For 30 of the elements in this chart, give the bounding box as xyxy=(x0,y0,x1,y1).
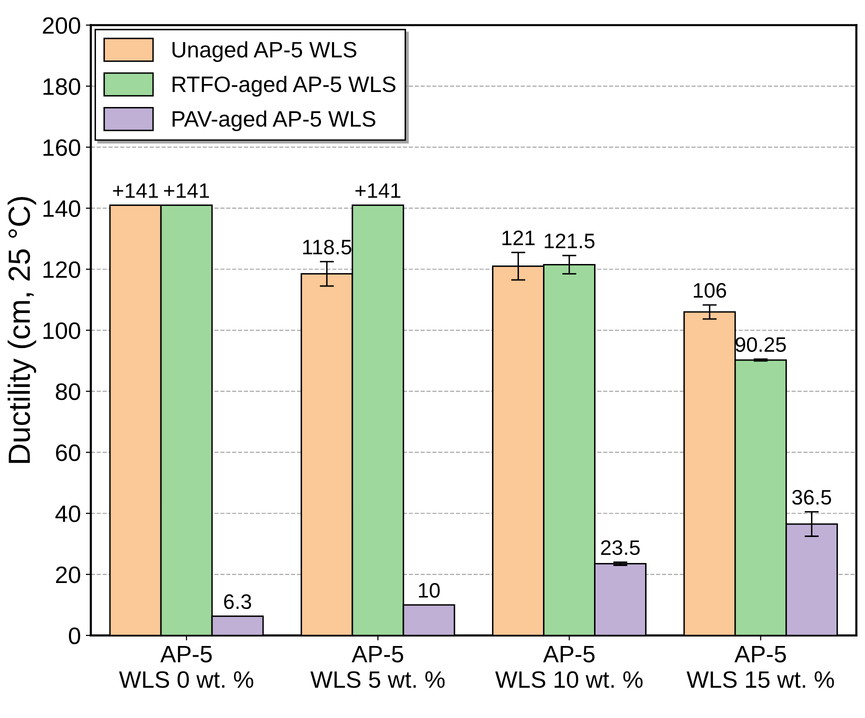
x-tick-label: AP-5 WLS 0 wt. % xyxy=(119,646,254,688)
data-label: 6.3 xyxy=(224,594,252,610)
y-axis-title: Ductility (cm, 25 °C) xyxy=(8,197,36,463)
y-tick-label: 180 xyxy=(44,78,80,95)
data-label: 10 xyxy=(418,582,440,598)
y-tick-label: 200 xyxy=(42,17,80,34)
legend-label: Unaged AP-5 WLS xyxy=(172,41,356,62)
y-tick-label: 160 xyxy=(44,139,80,156)
y-tick-label: 40 xyxy=(55,505,80,522)
x-tick-label: AP-5 WLS 5 wt. % xyxy=(310,646,445,688)
y-tick-label: 140 xyxy=(44,200,80,218)
y-tick-label: 20 xyxy=(56,566,80,584)
legend-label: PAV-aged AP-5 WLS xyxy=(172,110,376,132)
data-label: 121 xyxy=(502,230,535,246)
y-tick-label: 120 xyxy=(44,261,80,278)
x-tick-label: AP-5 WLS 15 wt. % xyxy=(686,646,834,688)
y-tick-label: 60 xyxy=(56,444,80,462)
data-label: 106 xyxy=(694,283,726,298)
data-label: 121.5 xyxy=(544,234,594,248)
data-label: 36.5 xyxy=(792,490,832,505)
data-label: +141 xyxy=(355,183,400,198)
data-label: 118.5 xyxy=(303,240,352,254)
x-tick-label: AP-5 WLS 10 wt. % xyxy=(495,646,643,688)
legend-label: RTFO-aged AP-5 WLS xyxy=(172,76,396,97)
y-tick-label: 100 xyxy=(44,322,80,340)
data-label: +141 xyxy=(113,183,158,198)
data-label: 23.5 xyxy=(601,540,640,556)
y-tick-label: 80 xyxy=(56,383,80,400)
data-label: +141 xyxy=(164,183,209,198)
y-tick-label: 0 xyxy=(68,628,80,644)
